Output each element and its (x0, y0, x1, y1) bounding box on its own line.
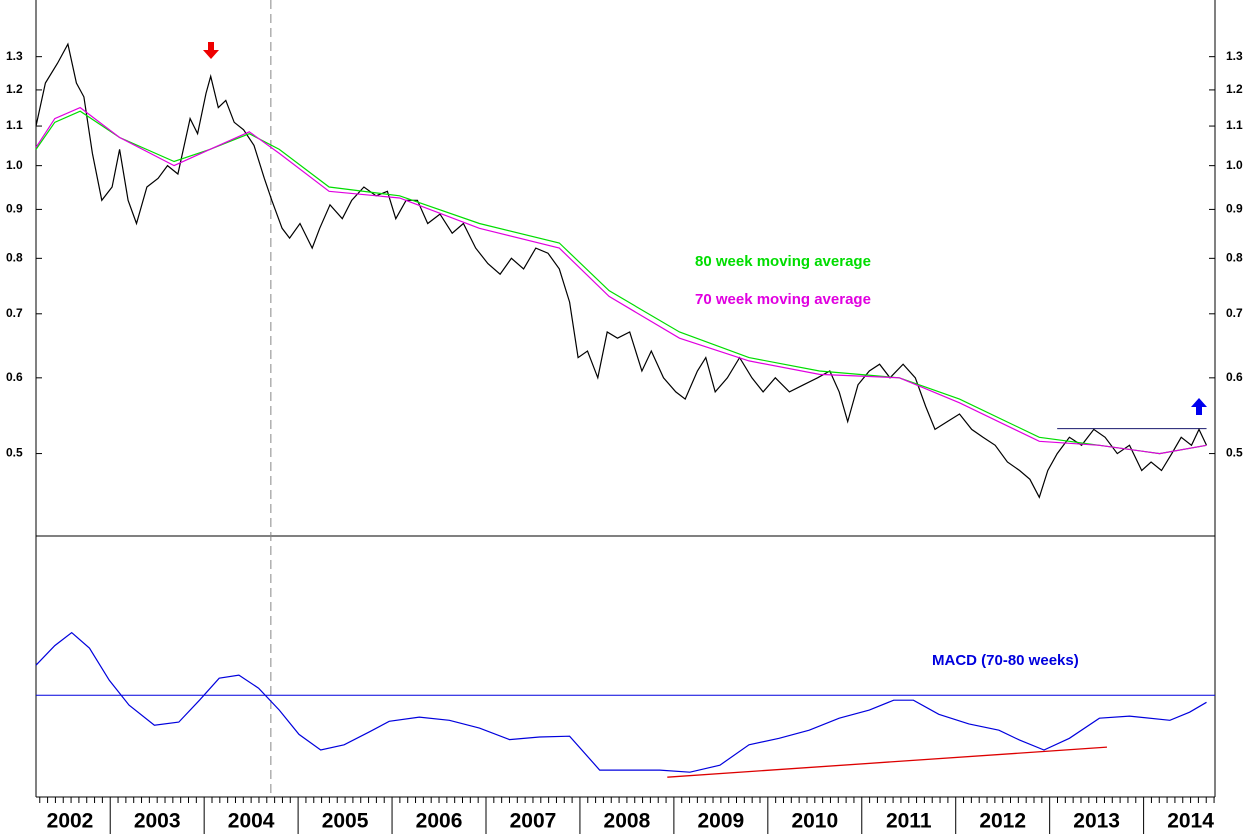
y-tick-label: 1.0 (6, 158, 23, 172)
x-tick-label: 2004 (228, 810, 275, 833)
annotation: 70 week moving average (695, 291, 871, 308)
y-tick-label: 1.2 (1226, 82, 1243, 96)
trend-line (667, 746, 1108, 778)
y-tick-label: 0.5 (6, 446, 23, 460)
y-tick-label: 1.1 (6, 118, 23, 132)
y-tick-label: 0.7 (6, 306, 23, 320)
y-tick-label: 0.6 (1226, 370, 1243, 384)
y-tick-label: 0.9 (6, 202, 23, 216)
y-tick-label: 0.8 (1226, 251, 1243, 265)
y-tick-label: 0.7 (1226, 306, 1243, 320)
frame (35, 0, 1216, 798)
series-line (35, 106, 1207, 455)
blue-arrow (1191, 398, 1207, 415)
x-tick-label: 2010 (791, 810, 838, 833)
annotation: 80 week moving average (695, 253, 871, 270)
red-arrow (203, 42, 219, 59)
y-tick-label: 1.3 (1226, 49, 1243, 63)
y-tick-label: 0.8 (6, 251, 23, 265)
x-tick-label: 2003 (134, 810, 181, 833)
x-tick-label: 2009 (697, 810, 744, 833)
series-line (35, 110, 1207, 455)
y-tick-label: 1.2 (6, 82, 23, 96)
annotation: MACD (70-80 weeks) (932, 652, 1079, 669)
y-tick-label: 0.5 (1226, 446, 1243, 460)
x-tick-label: 2002 (47, 810, 94, 833)
y-tick-label: 0.9 (1226, 202, 1243, 216)
x-tick-label: 2014 (1167, 810, 1214, 833)
x-tick-label: 2012 (979, 810, 1026, 833)
y-tick-label: 1.0 (1226, 158, 1243, 172)
x-tick-label: 2013 (1073, 810, 1120, 833)
x-tick-label: 2008 (604, 810, 651, 833)
series-line (35, 42, 1208, 499)
x-tick-label: 2007 (510, 810, 557, 833)
y-tick-label: 1.3 (6, 49, 23, 63)
x-tick-label: 2011 (886, 810, 932, 833)
y-tick-label: 1.1 (1226, 118, 1243, 132)
x-tick-label: 2006 (416, 810, 463, 833)
x-tick-label: 2005 (322, 810, 369, 833)
y-tick-label: 0.6 (6, 370, 23, 384)
series-line (35, 631, 1207, 773)
